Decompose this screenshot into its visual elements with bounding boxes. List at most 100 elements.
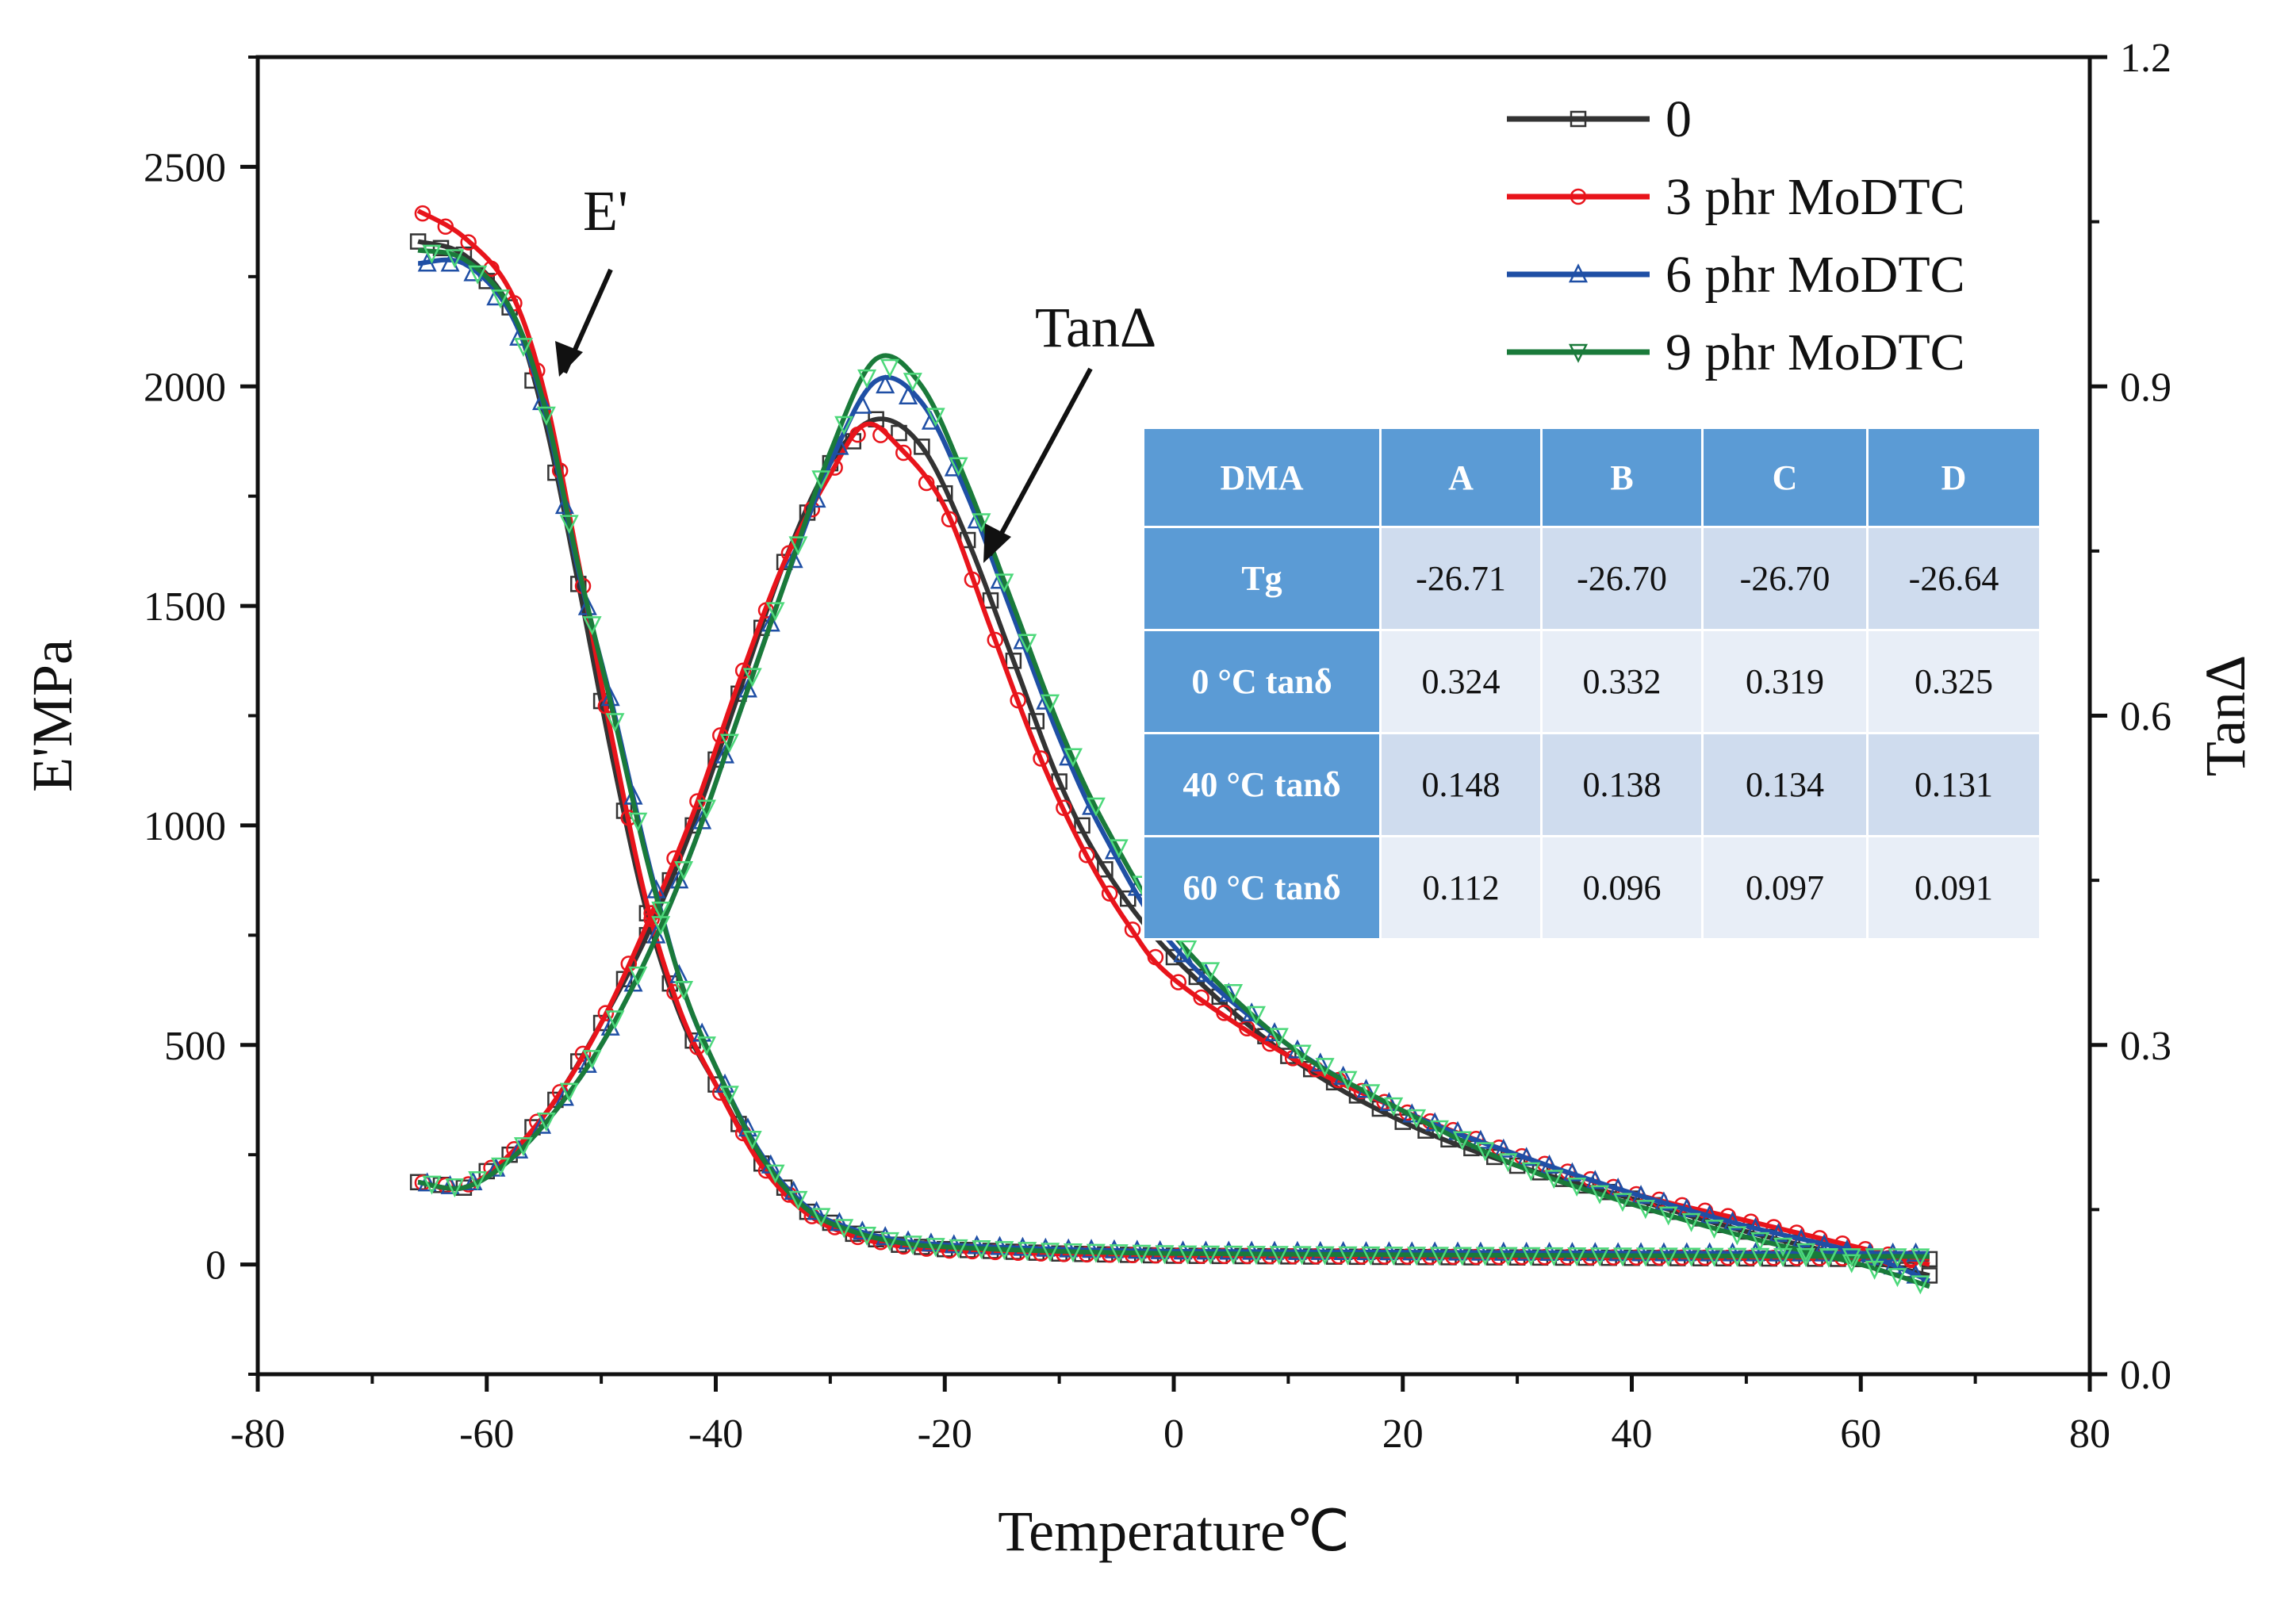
data-point-modulus [1292, 1246, 1312, 1266]
data-point-modulus [1448, 1241, 1468, 1261]
data-point-modulus [899, 1230, 918, 1250]
data-point-modulus [432, 239, 450, 257]
data-point-tandelta [1727, 1226, 1747, 1246]
table-cell: 0.325 [1866, 629, 2041, 734]
data-point-tandelta [834, 416, 854, 435]
data-point-modulus [536, 406, 556, 426]
data-point-modulus [990, 1235, 1010, 1255]
data-point-tandelta [1750, 1232, 1770, 1251]
data-point-tandelta [1056, 799, 1072, 817]
x-axis-title: Temperature℃ [998, 1500, 1350, 1563]
data-point-tandelta [1911, 1275, 1930, 1295]
y-tick-label: 1500 [144, 584, 226, 630]
data-point-tandelta [1815, 1233, 1834, 1253]
row-label: 40 °C tanδ [1142, 732, 1382, 837]
data-point-tandelta [1018, 634, 1037, 653]
series-3 [417, 244, 1930, 1295]
data-point-modulus [628, 812, 648, 832]
data-point-modulus [437, 218, 454, 235]
data-point-tandelta [1635, 1200, 1655, 1220]
e-prime-arrowhead [555, 341, 583, 377]
data-point-tandelta [1498, 1153, 1518, 1173]
data-point-tandelta [995, 573, 1014, 593]
tan-delta-arrow [987, 367, 1093, 557]
data-point-modulus [742, 1130, 762, 1151]
table-cell: 0.324 [1379, 629, 1543, 734]
data-point-tandelta [1097, 861, 1114, 878]
table-cell: 0.091 [1866, 835, 2041, 940]
data-point-tandelta [1612, 1193, 1632, 1212]
data-point-tandelta [788, 536, 808, 556]
legend-marker [1568, 343, 1589, 363]
data-point-modulus [1631, 1242, 1651, 1262]
data-point-tandelta [491, 1157, 511, 1177]
data-point-modulus [1746, 1242, 1765, 1262]
table-cell: 0.332 [1540, 629, 1704, 734]
y-tick-label: 2500 [144, 145, 226, 190]
data-point-tandelta [1704, 1220, 1724, 1239]
table-cell: 0.148 [1379, 732, 1543, 837]
data-point-tandelta [1074, 817, 1091, 834]
data-point-modulus [1425, 1241, 1445, 1261]
data-point-tandelta [918, 474, 935, 492]
data-point-modulus [1127, 1239, 1147, 1259]
y-tick-label: 500 [164, 1024, 226, 1069]
data-point-modulus [1521, 1247, 1541, 1266]
data-point-modulus [1585, 1242, 1605, 1262]
legend-marker [1570, 188, 1587, 205]
table-cell: 0.131 [1866, 732, 2041, 837]
data-point-modulus [834, 1219, 854, 1239]
data-point-modulus [876, 1226, 895, 1246]
data-point-modulus [582, 616, 602, 636]
data-point-tandelta [964, 571, 981, 588]
data-point-modulus [1402, 1241, 1422, 1261]
table-cell: -26.70 [1540, 526, 1704, 631]
table-cell: -26.71 [1379, 526, 1543, 631]
x-tick-label: 80 [2069, 1412, 2110, 1457]
data-point-tandelta [1654, 1191, 1673, 1211]
data-point-modulus [1842, 1248, 1861, 1268]
data-point-modulus [1860, 1242, 1880, 1262]
data-point-modulus [1773, 1247, 1793, 1267]
data-point-tandelta [719, 734, 739, 753]
data-point-tandelta [651, 916, 671, 936]
data-point-modulus [1516, 1241, 1536, 1261]
data-point-modulus [651, 901, 671, 921]
data-point-modulus [1608, 1242, 1628, 1262]
data-point-modulus [1242, 1240, 1262, 1260]
data-point-modulus [857, 1226, 877, 1247]
table-corner: DMA [1142, 427, 1382, 528]
data-point-modulus [719, 1086, 739, 1105]
data-point-modulus [880, 1232, 899, 1251]
data-point-tandelta [1005, 653, 1022, 669]
data-point-modulus [1361, 1246, 1381, 1266]
x-tick-label: -60 [459, 1412, 514, 1457]
data-point-modulus [463, 262, 483, 282]
data-point-tandelta [1585, 1170, 1605, 1189]
data-point-modulus [1681, 1247, 1701, 1267]
data-point-tandelta [1193, 989, 1209, 1006]
data-point-tandelta [1590, 1185, 1610, 1205]
data-point-modulus [1150, 1239, 1170, 1259]
table-row: 40 °C tanδ 0.148 0.138 0.134 0.131 [1142, 732, 2041, 837]
data-point-tandelta [734, 662, 752, 679]
data-point-tandelta [1109, 839, 1129, 859]
row-label: Tg [1142, 526, 1382, 631]
data-point-tandelta [1262, 1035, 1278, 1052]
data-point-tandelta [765, 602, 785, 622]
data-point-modulus [1590, 1247, 1610, 1267]
table-col-a: A [1379, 427, 1543, 528]
y2-tick-label: 0.6 [2120, 695, 2171, 740]
data-point-tandelta [559, 1082, 579, 1102]
table-cell: 0.112 [1379, 835, 1543, 940]
data-point-modulus [921, 1232, 941, 1252]
data-point-tandelta [982, 592, 999, 609]
table-col-c: C [1701, 427, 1869, 528]
data-point-modulus [1178, 1245, 1198, 1265]
data-point-tandelta [1723, 1211, 1742, 1231]
series-line-tandelta [417, 353, 1930, 1289]
data-point-modulus [1723, 1242, 1742, 1262]
y2-axis-title: TanΔ [2194, 655, 2257, 776]
data-point-tandelta [1361, 1084, 1381, 1104]
data-point-tandelta [1567, 1177, 1587, 1197]
